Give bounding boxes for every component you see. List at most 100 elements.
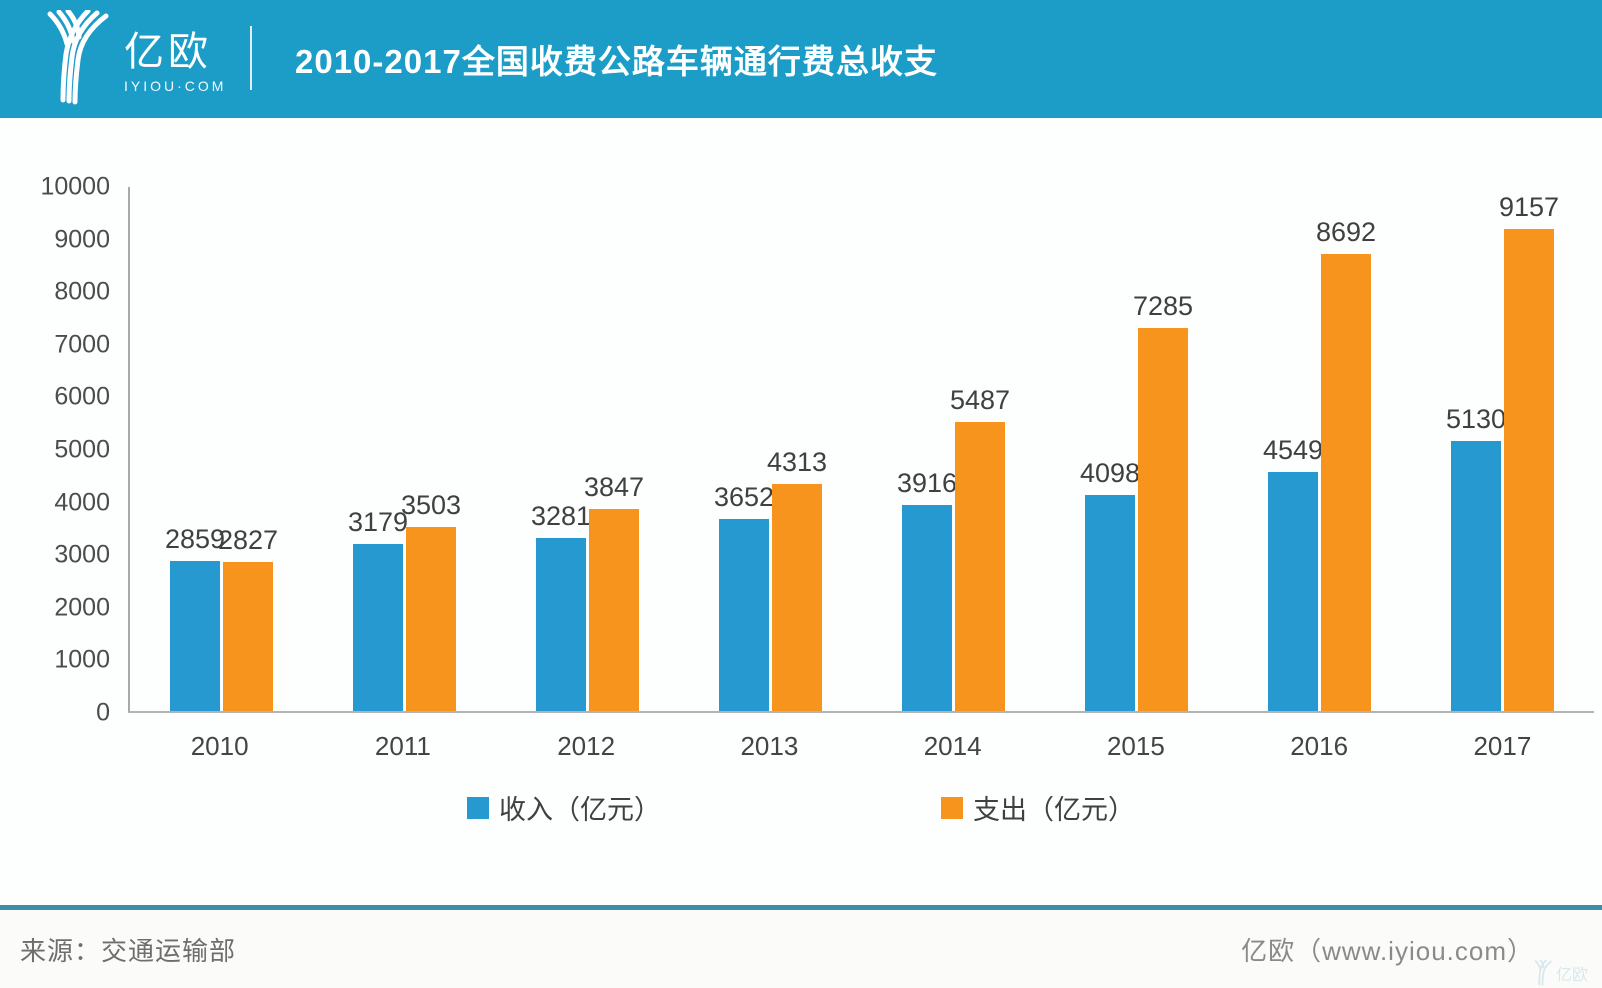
header-bar: 亿欧 IYIOU·COM 2010-2017全国收费公路车辆通行费总收支 <box>0 0 1602 118</box>
footer-brand-text: 亿欧（www.iyiou.com） <box>1241 936 1534 966</box>
bar-group-2010: 2859 2827 <box>130 187 313 711</box>
header-divider <box>250 26 252 90</box>
data-label: 3916 <box>896 468 958 499</box>
bar-expense <box>589 508 639 711</box>
legend-item-expense: 支出（亿元） <box>941 788 1135 827</box>
iyiou-logo-icon <box>44 10 110 106</box>
data-label: 3179 <box>347 506 409 537</box>
bar-wrap: 9157 <box>1499 192 1559 711</box>
y-tick-label: 8000 <box>54 277 110 306</box>
bar-income <box>1451 441 1501 711</box>
data-label: 2827 <box>217 525 279 556</box>
bar-expense <box>955 422 1005 711</box>
x-tick-label-2017: 2017 <box>1473 731 1532 761</box>
bar-income <box>170 560 220 711</box>
watermark-text: 亿欧 <box>1555 967 1588 984</box>
footer-divider <box>0 905 1602 910</box>
plot-area: 2859 2827 3179 3503 3281 3847 3652 4313 3916 5487… <box>128 187 1594 713</box>
legend-item-income: 收入（亿元） <box>467 788 661 827</box>
y-axis: 10000 9000 8000 7000 6000 5000 4000 3000 2000 100… <box>0 173 110 727</box>
legend-label: 支出（亿元） <box>973 795 1135 825</box>
legend-swatch-icon <box>467 796 489 819</box>
page-title: 2010-2017全国收费公路车辆通行费总收支 <box>295 43 938 80</box>
data-label: 9157 <box>1498 192 1560 223</box>
bar-wrap: 4549 <box>1263 435 1323 711</box>
data-label: 8692 <box>1315 216 1377 247</box>
data-label: 4098 <box>1079 458 1141 489</box>
data-label: 4313 <box>766 447 828 478</box>
y-tick-label: 2000 <box>54 593 110 622</box>
bar-income <box>1268 471 1318 711</box>
bar-group-2014: 3916 5487 <box>862 187 1045 711</box>
bar-expense <box>1321 253 1371 711</box>
bar-wrap: 3281 <box>531 501 591 711</box>
source-text: 来源：交通运输部 <box>20 936 237 966</box>
bar-expense <box>223 562 273 711</box>
data-label: 5130 <box>1445 404 1507 435</box>
y-tick-label: 4000 <box>54 488 110 517</box>
bar-group-2017: 5130 9157 <box>1411 187 1594 711</box>
bar-wrap: 3179 <box>348 507 408 711</box>
footer: 来源：交通运输部 亿欧（www.iyiou.com） 亿欧 <box>0 905 1602 988</box>
bar-group-2013: 3652 4313 <box>679 187 862 711</box>
x-tick-label-2011: 2011 <box>374 731 431 761</box>
bar-income <box>902 505 952 711</box>
y-tick-label: 1000 <box>54 645 110 674</box>
bar-wrap: 8692 <box>1316 217 1376 711</box>
y-tick-label: 7000 <box>54 330 110 359</box>
bar-income <box>719 518 769 711</box>
bar-expense <box>1138 327 1188 711</box>
bar-income <box>353 543 403 711</box>
legend-label: 收入（亿元） <box>499 795 661 825</box>
bar-wrap: 3503 <box>401 490 461 711</box>
bar-expense <box>1504 229 1554 711</box>
data-label: 3652 <box>713 481 775 512</box>
bar-wrap: 5130 <box>1446 404 1506 711</box>
bar-income <box>1085 495 1135 711</box>
x-axis: 2010 2011 2012 2013 2014 2015 2016 2017 <box>128 731 1594 762</box>
brand-logo: 亿欧 IYIOU·COM <box>44 10 226 106</box>
y-tick-label: 6000 <box>54 382 110 411</box>
brand-name: 亿欧 <box>124 30 212 74</box>
data-label: 3847 <box>583 471 645 502</box>
bar-wrap: 3847 <box>584 472 644 711</box>
data-label: 3281 <box>530 501 592 532</box>
bar-group-2012: 3281 3847 <box>496 187 679 711</box>
legend: 收入（亿元） 支出（亿元） <box>0 788 1602 827</box>
bar-wrap: 7285 <box>1133 291 1193 711</box>
bar-wrap: 2827 <box>218 525 278 711</box>
x-tick-label-2015: 2015 <box>1106 731 1165 761</box>
bar-income <box>536 538 586 711</box>
bar-expense <box>772 484 822 711</box>
bar-wrap: 5487 <box>950 385 1010 711</box>
data-label: 2859 <box>164 523 226 554</box>
data-label: 4549 <box>1262 434 1324 465</box>
brand-domain: IYIOU·COM <box>124 78 227 94</box>
bar-expense <box>406 526 456 711</box>
data-label: 5487 <box>949 385 1011 416</box>
y-tick-label: 10000 <box>40 172 110 201</box>
y-tick-label: 0 <box>96 698 110 727</box>
x-tick-label-2010: 2010 <box>190 731 249 761</box>
bar-group-2011: 3179 3503 <box>313 187 496 711</box>
bar-wrap: 4313 <box>767 447 827 711</box>
brand-text: 亿欧 IYIOU·COM <box>124 32 226 94</box>
x-tick-label-2016: 2016 <box>1290 731 1349 761</box>
x-tick-label-2013: 2013 <box>740 731 799 761</box>
y-tick-label: 9000 <box>54 225 110 254</box>
bar-wrap: 3652 <box>714 482 774 711</box>
x-tick-label-2014: 2014 <box>923 731 982 761</box>
bar-wrap: 4098 <box>1080 458 1140 711</box>
data-label: 3503 <box>400 489 462 520</box>
bar-wrap: 3916 <box>897 468 957 711</box>
bar-group-2015: 4098 7285 <box>1045 187 1228 711</box>
bar-wrap: 2859 <box>165 524 225 711</box>
legend-swatch-icon <box>941 796 963 819</box>
y-tick-label: 3000 <box>54 540 110 569</box>
watermark-logo: 亿欧 <box>1534 960 1588 986</box>
y-tick-label: 5000 <box>54 435 110 464</box>
data-label: 7285 <box>1132 290 1194 321</box>
bar-group-2016: 4549 8692 <box>1228 187 1411 711</box>
x-tick-label-2012: 2012 <box>557 731 616 761</box>
